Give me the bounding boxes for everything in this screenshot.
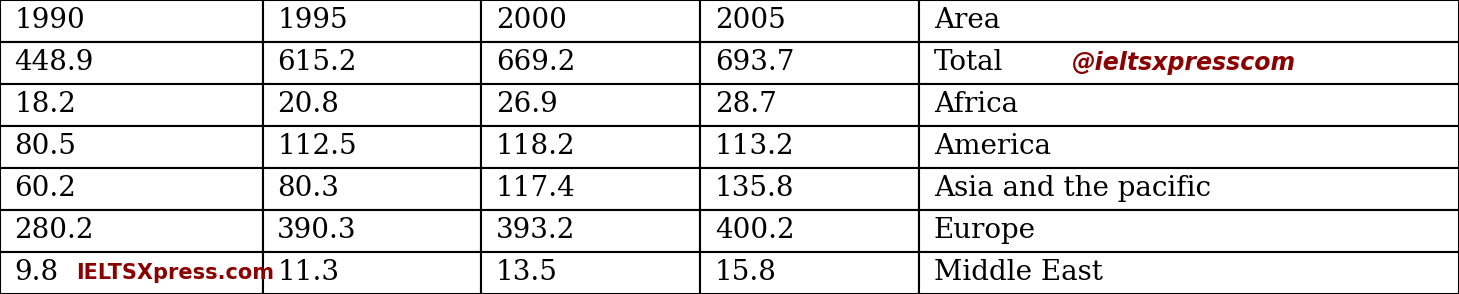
Bar: [481, 0, 700, 42]
Text: 1990: 1990: [15, 8, 85, 34]
Text: Asia and the pacific: Asia and the pacific: [934, 176, 1211, 203]
Bar: [263, 0, 481, 42]
Text: 280.2: 280.2: [15, 218, 93, 245]
Bar: [919, 84, 1459, 126]
Bar: [481, 252, 700, 294]
Text: 11.3: 11.3: [277, 260, 338, 286]
Text: 2000: 2000: [496, 8, 568, 34]
Bar: [700, 42, 919, 84]
Bar: [0, 0, 263, 42]
Bar: [263, 42, 481, 84]
Bar: [263, 84, 481, 126]
Bar: [0, 126, 263, 168]
Bar: [263, 168, 481, 210]
Text: 15.8: 15.8: [715, 260, 776, 286]
Text: Area: Area: [934, 8, 999, 34]
Bar: [0, 252, 263, 294]
Text: 28.7: 28.7: [715, 91, 776, 118]
Bar: [0, 84, 263, 126]
Bar: [481, 42, 700, 84]
Bar: [263, 126, 481, 168]
Bar: [0, 168, 263, 210]
Bar: [700, 0, 919, 42]
Bar: [919, 252, 1459, 294]
Text: 393.2: 393.2: [496, 218, 575, 245]
Bar: [700, 252, 919, 294]
Text: 26.9: 26.9: [496, 91, 557, 118]
Text: Africa: Africa: [934, 91, 1018, 118]
Bar: [481, 210, 700, 252]
Text: Europe: Europe: [934, 218, 1036, 245]
Bar: [919, 168, 1459, 210]
Text: America: America: [934, 133, 1050, 161]
Bar: [700, 126, 919, 168]
Text: 1995: 1995: [277, 8, 347, 34]
Bar: [700, 210, 919, 252]
Text: 615.2: 615.2: [277, 49, 356, 76]
Text: 390.3: 390.3: [277, 218, 356, 245]
Text: 2005: 2005: [715, 8, 785, 34]
Bar: [919, 42, 1459, 84]
Text: 80.3: 80.3: [277, 176, 338, 203]
Text: 693.7: 693.7: [715, 49, 794, 76]
Text: Total: Total: [934, 49, 1004, 76]
Text: 112.5: 112.5: [277, 133, 357, 161]
Bar: [0, 210, 263, 252]
Text: 18.2: 18.2: [15, 91, 76, 118]
Bar: [700, 168, 919, 210]
Bar: [0, 42, 263, 84]
Bar: [481, 168, 700, 210]
Bar: [919, 126, 1459, 168]
Text: 400.2: 400.2: [715, 218, 795, 245]
Text: 13.5: 13.5: [496, 260, 557, 286]
Bar: [919, 0, 1459, 42]
Text: @ieltsxpresscom: @ieltsxpresscom: [1072, 51, 1297, 75]
Text: 118.2: 118.2: [496, 133, 576, 161]
Text: 80.5: 80.5: [15, 133, 76, 161]
Text: IELTSXpress.com: IELTSXpress.com: [76, 263, 274, 283]
Bar: [700, 84, 919, 126]
Text: 448.9: 448.9: [15, 49, 93, 76]
Text: 669.2: 669.2: [496, 49, 575, 76]
Bar: [481, 126, 700, 168]
Text: 9.8: 9.8: [15, 260, 58, 286]
Text: Middle East: Middle East: [934, 260, 1103, 286]
Text: 60.2: 60.2: [15, 176, 76, 203]
Text: 117.4: 117.4: [496, 176, 576, 203]
Bar: [263, 210, 481, 252]
Text: 135.8: 135.8: [715, 176, 794, 203]
Bar: [481, 84, 700, 126]
Text: 20.8: 20.8: [277, 91, 338, 118]
Text: 113.2: 113.2: [715, 133, 795, 161]
Bar: [919, 210, 1459, 252]
Bar: [263, 252, 481, 294]
